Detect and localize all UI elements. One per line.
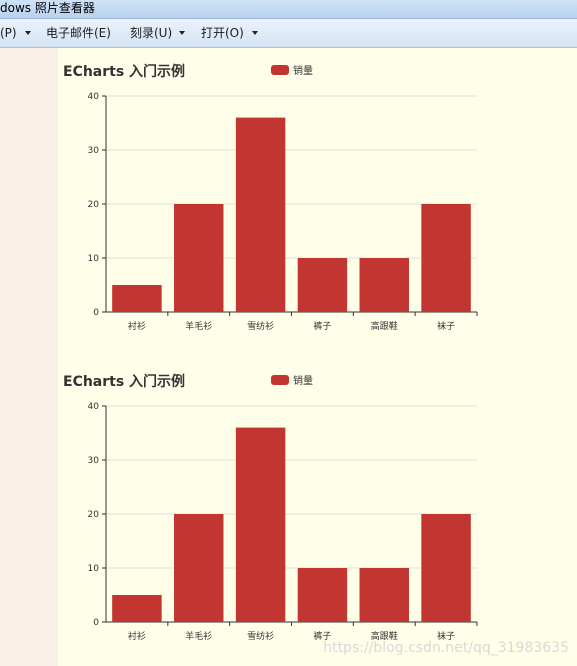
menu-item-label: (P) bbox=[0, 26, 17, 40]
menu-item-burn[interactable]: 刻录(U) bbox=[130, 19, 185, 47]
y-tick-label: 30 bbox=[88, 146, 100, 156]
menu-bar: (P) 电子邮件(E) 刻录(U) 打开(O) bbox=[0, 19, 577, 48]
y-tick-label: 10 bbox=[88, 564, 100, 574]
bar bbox=[359, 568, 409, 622]
bar bbox=[359, 258, 409, 312]
legend-label: 销量 bbox=[293, 66, 313, 77]
bar bbox=[421, 204, 471, 312]
x-tick-label: 雪纺衫 bbox=[247, 320, 274, 332]
bar bbox=[421, 514, 471, 622]
menu-item-label: 打开(O) bbox=[201, 26, 244, 40]
dropdown-arrow-icon bbox=[179, 31, 185, 35]
window-titlebar: dows 照片查看器 bbox=[0, 0, 577, 19]
legend-swatch bbox=[271, 374, 289, 385]
legend-label: 销量 bbox=[293, 376, 313, 387]
menu-item-open[interactable]: 打开(O) bbox=[201, 19, 258, 47]
bar bbox=[235, 427, 286, 622]
menu-item-label: 刻录(U) bbox=[130, 26, 173, 40]
x-tick-label: 雪纺衫 bbox=[247, 630, 274, 642]
chart-plot: 0 10 20 30 40 衬衫 羊毛衫 雪纺衫 裤子 高跟鞋 袜子 bbox=[88, 92, 478, 332]
bar bbox=[174, 204, 224, 312]
x-tick-label: 羊毛衫 bbox=[185, 320, 212, 332]
photo-viewer-content: ECharts 入门示例 销量 0 10 20 30 40 衬衫 羊毛衫 雪纺衫 裤子 高跟鞋 袜子… bbox=[58, 48, 577, 666]
y-tick-label: 40 bbox=[88, 402, 100, 412]
dropdown-arrow-icon bbox=[252, 31, 258, 35]
x-tick-label: 高跟鞋 bbox=[371, 320, 398, 332]
bar bbox=[297, 258, 348, 312]
x-tick-label: 袜子 bbox=[437, 630, 455, 642]
chart-title: ECharts 入门示例 bbox=[63, 64, 186, 80]
x-tick-label: 衬衫 bbox=[128, 320, 146, 332]
echarts-bar-chart-1: ECharts 入门示例 销量 0 10 20 30 40 衬衫 羊毛衫 雪纺衫 裤子 高跟鞋 袜子 bbox=[58, 53, 577, 353]
bar bbox=[174, 514, 224, 622]
bar bbox=[297, 568, 348, 622]
menu-item-print[interactable]: (P) bbox=[0, 19, 31, 47]
x-tick-label: 裤子 bbox=[313, 630, 331, 642]
bar bbox=[112, 285, 162, 312]
y-tick-label: 20 bbox=[88, 510, 100, 520]
bar bbox=[112, 595, 162, 622]
watermark-text: https://blog.csdn.net/qq_31983635 bbox=[323, 640, 569, 656]
chart-legend[interactable]: 销量 bbox=[271, 372, 313, 387]
y-tick-label: 30 bbox=[88, 456, 100, 466]
y-tick-label: 0 bbox=[93, 618, 99, 628]
bar bbox=[235, 117, 286, 312]
x-tick-label: 袜子 bbox=[437, 320, 455, 332]
dropdown-arrow-icon bbox=[25, 31, 31, 35]
menu-item-label: 电子邮件(E) bbox=[46, 26, 111, 40]
chart-title: ECharts 入门示例 bbox=[63, 374, 186, 390]
left-pane bbox=[0, 48, 58, 666]
x-tick-label: 衬衫 bbox=[128, 630, 146, 642]
y-tick-label: 10 bbox=[88, 254, 100, 264]
y-tick-label: 20 bbox=[88, 200, 100, 210]
x-tick-label: 裤子 bbox=[313, 320, 331, 332]
echarts-bar-chart-2: ECharts 入门示例 销量 0 10 20 30 40 衬衫 羊毛衫 雪纺衫 裤子 高跟鞋 袜子 bbox=[58, 363, 577, 663]
chart-legend[interactable]: 销量 bbox=[271, 62, 313, 77]
window-title: dows 照片查看器 bbox=[0, 1, 95, 15]
menu-item-email[interactable]: 电子邮件(E) bbox=[46, 19, 111, 47]
chart-plot: 0 10 20 30 40 衬衫 羊毛衫 雪纺衫 裤子 高跟鞋 袜子 bbox=[88, 402, 478, 642]
y-tick-label: 0 bbox=[93, 308, 99, 318]
x-tick-label: 羊毛衫 bbox=[185, 630, 212, 642]
x-tick-label: 高跟鞋 bbox=[371, 630, 398, 642]
y-tick-label: 40 bbox=[88, 92, 100, 102]
legend-swatch bbox=[271, 64, 289, 75]
